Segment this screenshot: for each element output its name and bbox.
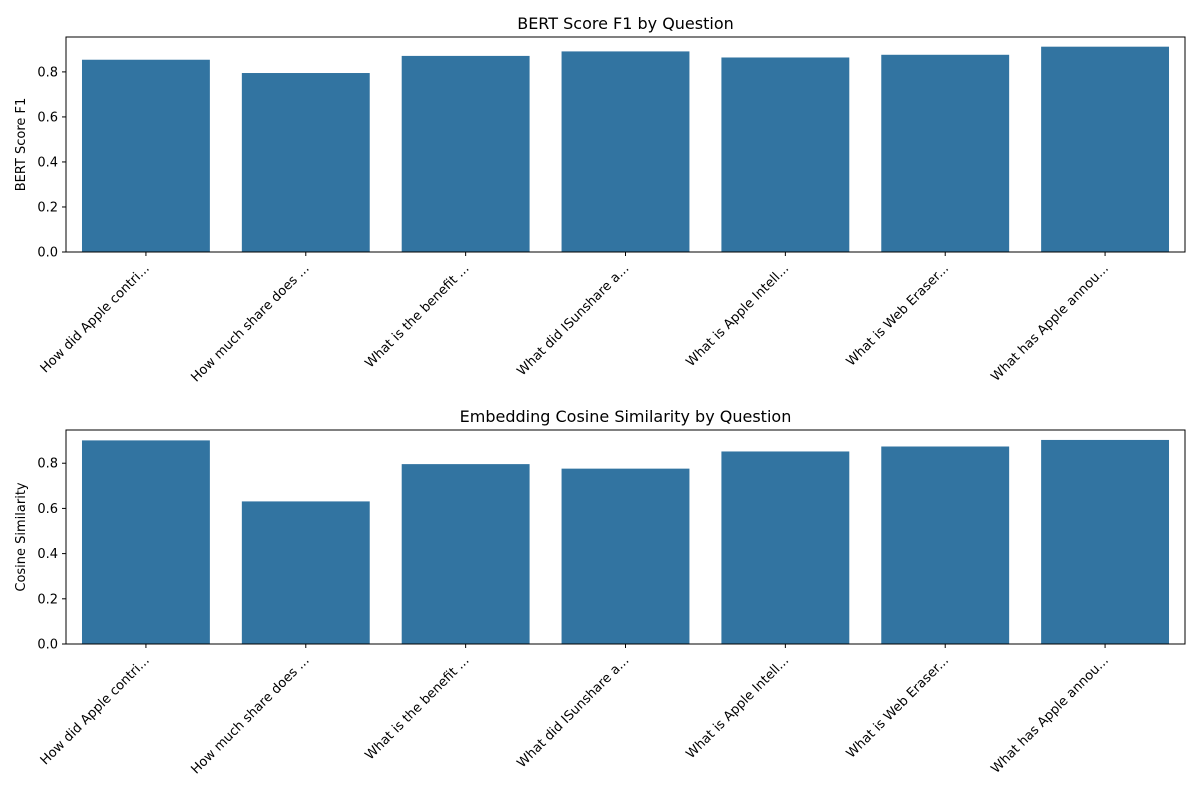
y-axis-label: BERT Score F1 xyxy=(14,98,29,192)
y-tick-label: 0.8 xyxy=(37,457,58,472)
bar-5 xyxy=(721,451,850,644)
bar-3 xyxy=(401,55,530,252)
bar-3 xyxy=(401,464,530,644)
bar-7 xyxy=(1041,46,1170,252)
axes-frame xyxy=(65,36,1186,253)
bar-7 xyxy=(1041,439,1170,644)
y-tick-label: 0.2 xyxy=(37,592,58,607)
bar-1 xyxy=(81,59,210,252)
bar-2 xyxy=(241,73,370,253)
bar-6 xyxy=(881,446,1010,644)
chart-title: BERT Score F1 by Question xyxy=(517,14,734,33)
bar-1 xyxy=(81,440,210,644)
y-tick-label: 0.4 xyxy=(37,547,58,562)
chart-title: Embedding Cosine Similarity by Question xyxy=(460,407,792,426)
axes-frame xyxy=(65,429,1186,645)
y-tick-label: 0.0 xyxy=(37,246,58,261)
bar-6 xyxy=(881,54,1010,252)
y-axis-label: Cosine Similarity xyxy=(14,482,29,592)
bar-4 xyxy=(561,468,690,644)
y-tick-label: 0.0 xyxy=(37,638,58,653)
y-tick-label: 0.6 xyxy=(37,502,58,517)
bar-2 xyxy=(241,501,370,644)
y-tick-label: 0.6 xyxy=(37,110,58,125)
bar-4 xyxy=(561,51,690,252)
bar-5 xyxy=(721,57,850,253)
y-tick-label: 0.2 xyxy=(37,200,58,215)
y-tick-label: 0.4 xyxy=(37,155,58,170)
y-tick-label: 0.8 xyxy=(37,65,58,80)
